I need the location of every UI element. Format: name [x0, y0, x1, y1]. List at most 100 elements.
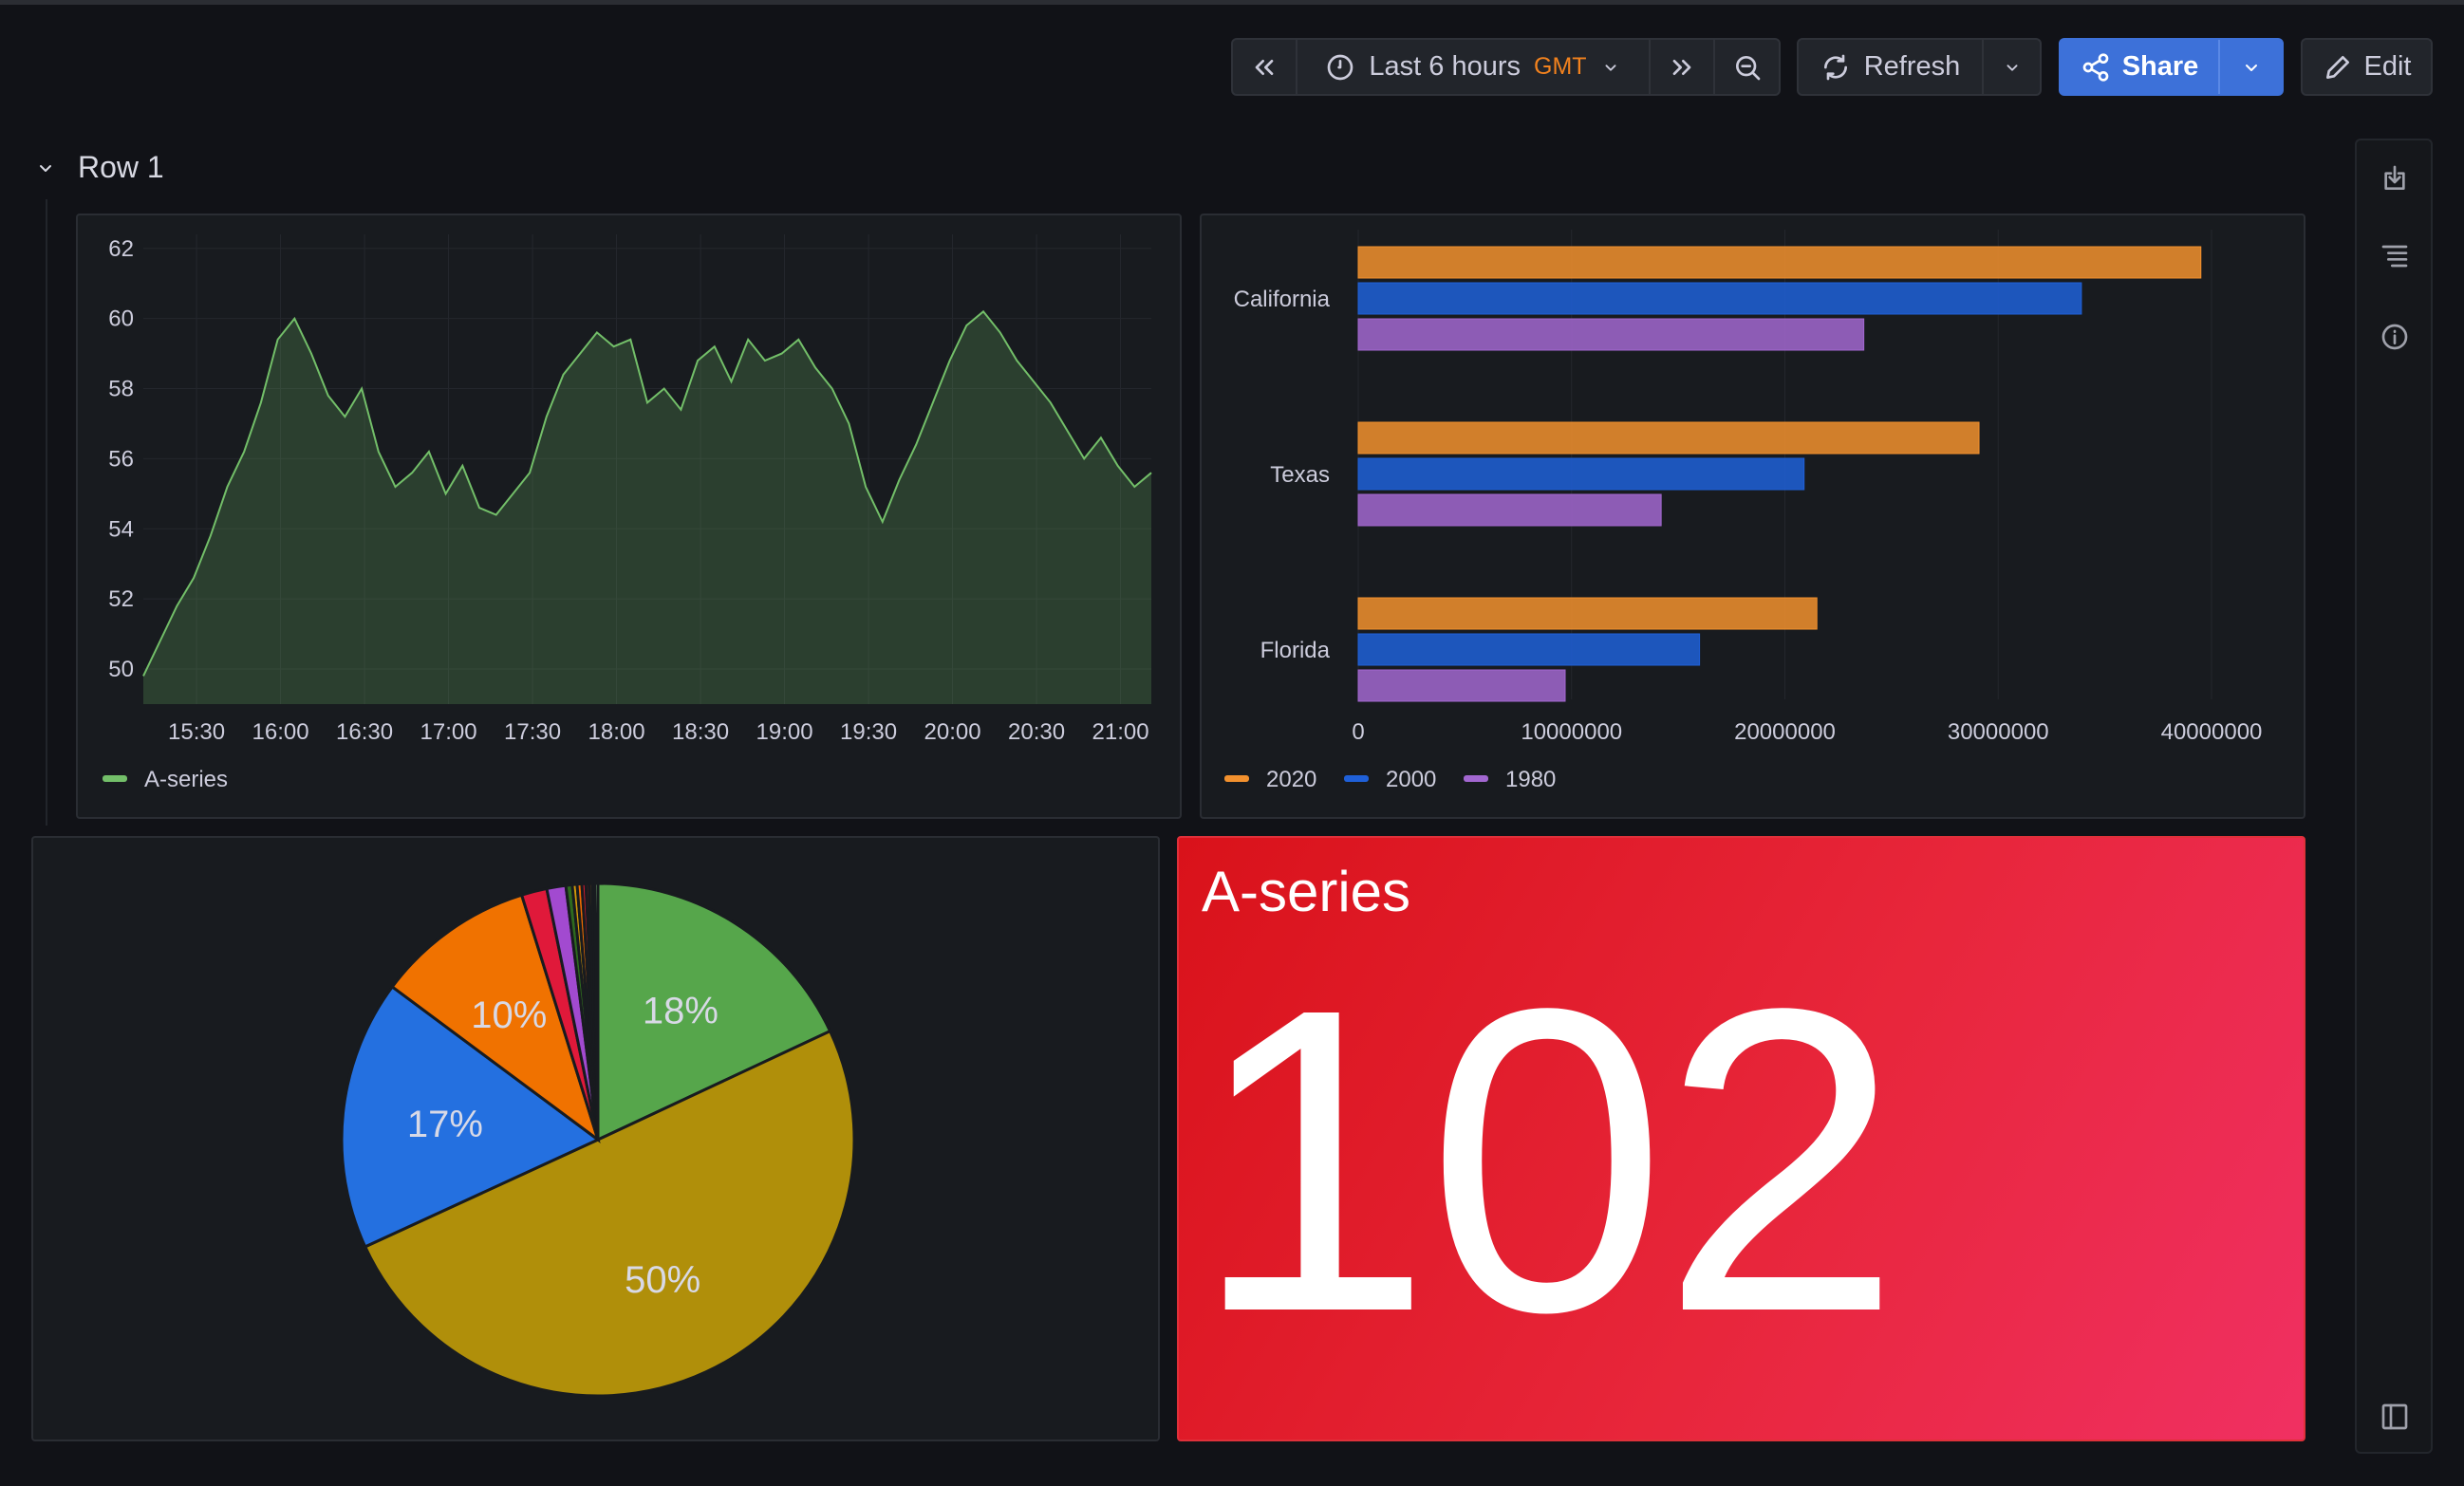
x-tick-label: 20:30	[1008, 719, 1065, 745]
pie-slice	[390, 893, 601, 1143]
download-icon	[2384, 165, 2405, 190]
share-group: Share	[2059, 38, 2284, 96]
chevrons-right-icon	[1672, 59, 1691, 75]
refresh-button[interactable]: Refresh	[1799, 40, 1984, 94]
legend-label: A-series	[144, 767, 228, 792]
x-tick-label: 40000000	[2161, 719, 2263, 745]
clock-icon	[1328, 54, 1353, 80]
refresh-interval-dropdown[interactable]	[1984, 40, 2040, 94]
x-tick-label: 16:30	[336, 719, 393, 745]
outline-button[interactable]	[2380, 239, 2412, 271]
edit-label: Edit	[2363, 51, 2412, 82]
x-tick-label: 18:00	[588, 719, 645, 745]
category-label: Florida	[1260, 638, 1331, 663]
bar	[1357, 282, 2082, 315]
time-picker-group: Last 6 hours GMT	[1231, 38, 1781, 96]
slice-label: 10%	[471, 994, 547, 1036]
stat-panel[interactable]: A-series 102	[1177, 836, 2305, 1441]
y-tick-label: 54	[108, 516, 134, 542]
legend-label: 2000	[1386, 767, 1436, 792]
pie-slice	[363, 1029, 856, 1398]
x-tick-label: 19:30	[840, 719, 897, 745]
x-tick-label: 20000000	[1734, 719, 1836, 745]
row-header[interactable]: Row 1	[34, 150, 164, 185]
refresh-group: Refresh	[1797, 38, 2042, 96]
bar-chart-panel[interactable]: 0 10000000 20000000 30000000 40000000 Califor…	[1200, 214, 2305, 819]
x-tick-label: 17:30	[504, 719, 561, 745]
category-label: Texas	[1270, 462, 1330, 488]
list-icon	[2381, 245, 2408, 268]
legend-swatch	[1344, 775, 1369, 782]
x-tick-label: 10000000	[1521, 719, 1622, 745]
legend-swatch	[1224, 775, 1249, 782]
bar	[1357, 597, 1818, 630]
x-tick-label: 20:00	[924, 719, 981, 745]
x-tick-label: 16:00	[252, 719, 309, 745]
refresh-icon	[1823, 54, 1847, 80]
pie-chart-panel[interactable]: 18% 50% 17% 10%	[31, 836, 1160, 1441]
dashboard-sidebar	[2355, 139, 2433, 1454]
pie-slice	[340, 984, 601, 1249]
shift-forward-button[interactable]	[1651, 40, 1715, 94]
pie-slice	[593, 882, 600, 1141]
legend-swatch	[103, 775, 127, 782]
share-icon	[2082, 52, 2109, 82]
timeseries-chart: 50 52 54 56 58 60 62 15:30 16:00 16:30 17:00 17:30 1…	[103, 234, 1152, 792]
x-tick-label: 15:30	[168, 719, 225, 745]
y-tick-label: 58	[108, 377, 134, 402]
chevrons-left-icon	[1255, 59, 1274, 75]
x-tick-label: 19:00	[756, 719, 813, 745]
pie-slice	[596, 882, 832, 1142]
zoom-out-icon	[1735, 55, 1760, 80]
slice-label: 50%	[625, 1259, 700, 1301]
slice-label: 17%	[407, 1104, 483, 1145]
legend-swatch	[1464, 775, 1488, 782]
chevron-down-icon	[2245, 64, 2257, 71]
panel-toggle-icon	[2381, 1403, 2408, 1430]
row-divider	[46, 199, 47, 826]
info-icon	[2381, 324, 2408, 350]
chevron-down-icon	[1605, 64, 1616, 71]
series-area	[143, 311, 1151, 704]
export-button[interactable]	[2380, 163, 2412, 195]
legend-label: 2020	[1266, 767, 1316, 792]
x-tick-label: 21:00	[1092, 719, 1149, 745]
bar	[1357, 669, 1566, 702]
pie-chart: 18% 50% 17% 10%	[340, 882, 856, 1398]
y-tick-label: 60	[108, 306, 134, 332]
edit-button[interactable]: Edit	[2301, 38, 2433, 96]
y-tick-label: 56	[108, 446, 134, 472]
stat-title: A-series	[1202, 860, 1411, 923]
y-tick-label: 50	[108, 657, 134, 682]
bar	[1357, 493, 1662, 527]
chevron-down-icon	[2007, 64, 2017, 71]
stat-value: 102	[1192, 919, 1901, 1402]
x-tick-label: 18:30	[672, 719, 729, 745]
share-dropdown[interactable]	[2220, 40, 2282, 94]
chevron-down-icon	[40, 164, 51, 172]
x-tick-label: 17:00	[420, 719, 477, 745]
shift-back-button[interactable]	[1233, 40, 1297, 94]
timeseries-panel[interactable]: 50 52 54 56 58 60 62 15:30 16:00 16:30 17:00 17:30 1…	[76, 214, 1182, 819]
time-range-label: Last 6 hours	[1369, 51, 1521, 82]
bar	[1357, 246, 2202, 279]
y-tick-label: 52	[108, 586, 134, 612]
info-button[interactable]	[2380, 322, 2412, 354]
share-label: Share	[2121, 51, 2199, 82]
zoom-out-button[interactable]	[1715, 40, 1779, 94]
category-label: California	[1234, 287, 1331, 312]
x-tick-label: 0	[1352, 719, 1364, 745]
x-tick-label: 30000000	[1948, 719, 2049, 745]
toggle-sidebar-button[interactable]	[2380, 1402, 2412, 1434]
row-title: Row 1	[78, 150, 164, 184]
legend-label: 1980	[1505, 767, 1556, 792]
slice-label: 18%	[643, 990, 719, 1031]
refresh-label: Refresh	[1863, 51, 1961, 82]
window-top-border	[0, 0, 2464, 5]
time-range-picker[interactable]: Last 6 hours GMT	[1297, 40, 1651, 94]
timezone-label: GMT	[1534, 53, 1587, 80]
bar	[1357, 421, 1980, 455]
series-line	[142, 309, 1152, 677]
bar	[1357, 633, 1701, 666]
share-button[interactable]: Share	[2061, 40, 2220, 94]
